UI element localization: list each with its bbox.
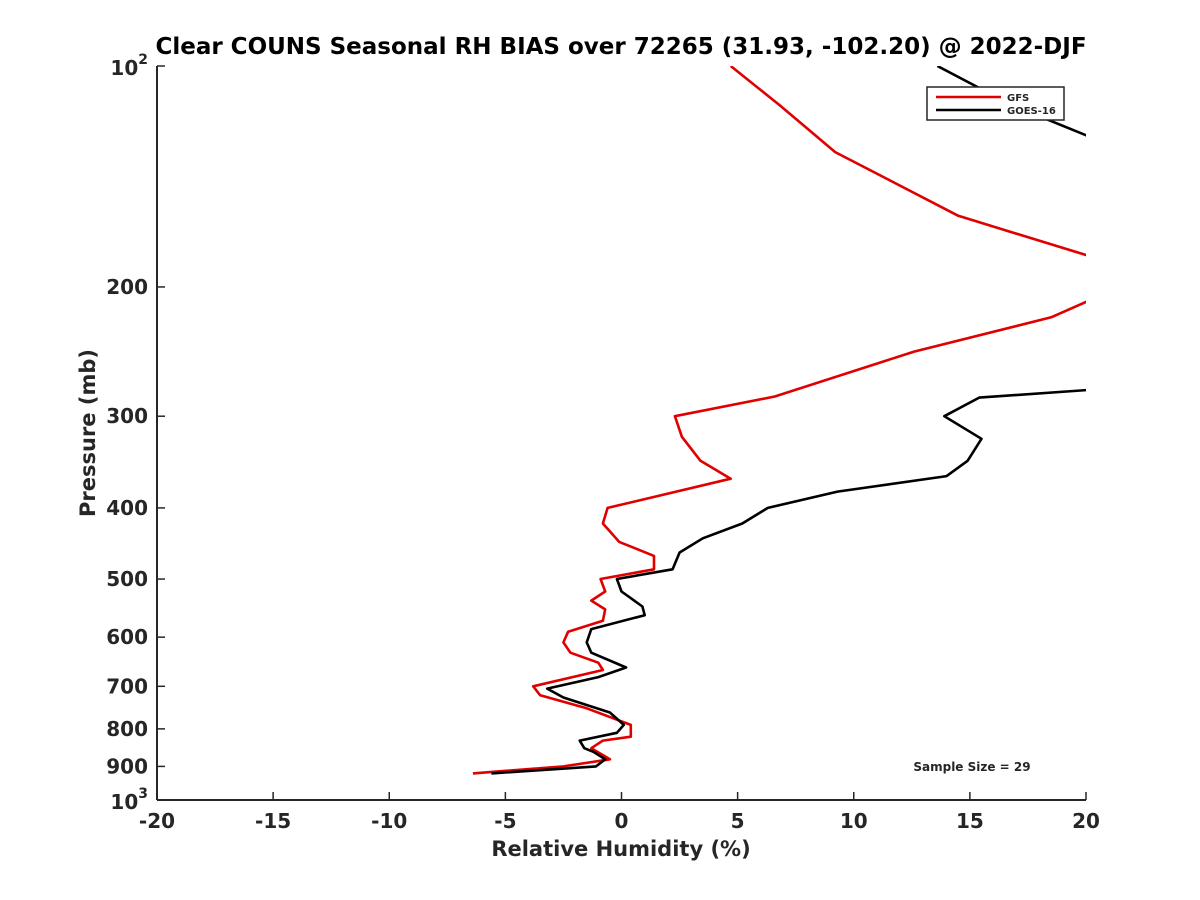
y-axis-label: Pressure (mb) <box>76 349 100 517</box>
y-tick-label: 500 <box>106 567 148 591</box>
series-lines <box>472 66 1086 775</box>
y-ticks: 102 200 300 400 500 600 700 800 900 103 <box>106 52 165 814</box>
y-tick-label: 103 <box>110 786 148 814</box>
x-ticks: -20 -15 -10 -5 0 5 10 15 20 <box>139 792 1100 833</box>
y-tick-label: 400 <box>106 496 148 520</box>
y-tick-label: 600 <box>106 625 148 649</box>
x-tick-label: 0 <box>615 809 629 833</box>
y-tick-label: 200 <box>106 275 148 299</box>
x-tick-label: -5 <box>494 809 516 833</box>
series-line-gfs <box>472 66 1086 775</box>
x-tick-label: -15 <box>255 809 291 833</box>
y-tick-label: 800 <box>106 717 148 741</box>
x-tick-label: 15 <box>956 809 984 833</box>
chart-title: Clear COUNS Seasonal RH BIAS over 72265 … <box>155 34 1086 60</box>
y-tick-label: 102 <box>110 52 148 80</box>
x-tick-label: 10 <box>840 809 868 833</box>
x-axis-label: Relative Humidity (%) <box>491 837 750 861</box>
y-tick-label: 300 <box>106 404 148 428</box>
y-tick-label: 700 <box>106 674 148 698</box>
x-tick-label: -10 <box>371 809 407 833</box>
y-tick-label: 900 <box>106 754 148 778</box>
x-tick-label: 20 <box>1072 809 1100 833</box>
legend-label-goes-16: GOES-16 <box>1007 106 1056 117</box>
sample-size-annotation: Sample Size = 29 <box>913 760 1030 774</box>
series-line-goes-16 <box>491 66 1086 775</box>
x-tick-label: -20 <box>139 809 175 833</box>
legend-label-gfs: GFS <box>1007 93 1029 104</box>
legend-box <box>926 86 1065 121</box>
legend: GFS GOES-16 <box>926 86 1065 121</box>
x-tick-label: 5 <box>731 809 745 833</box>
